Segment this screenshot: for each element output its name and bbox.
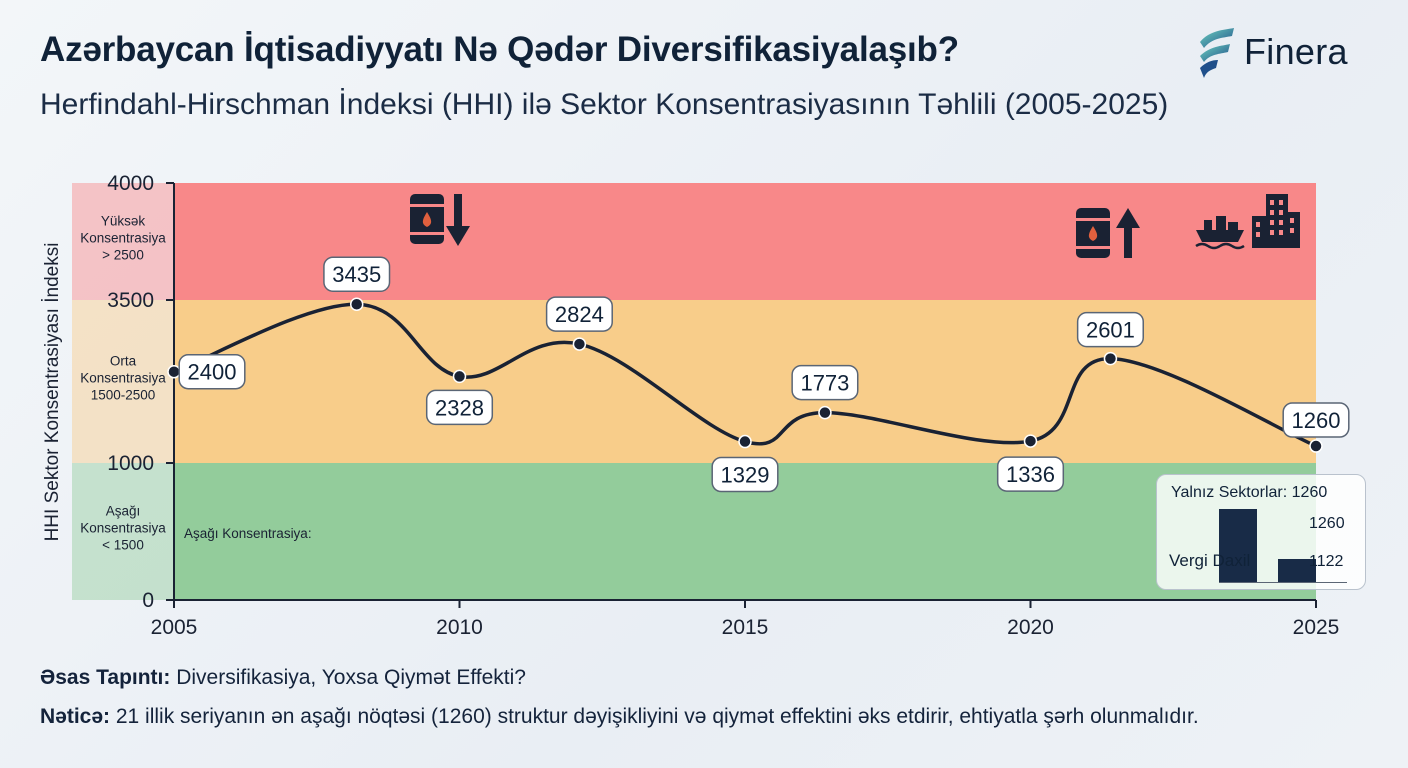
data-label-text-5: 1773 bbox=[800, 371, 849, 396]
data-point-1 bbox=[349, 297, 364, 311]
x-tick-label-2: 2015 bbox=[722, 616, 769, 639]
oil-barrel-down-icon bbox=[410, 194, 470, 246]
band-side-0 bbox=[72, 183, 174, 300]
y-tick-label-1: 1000 bbox=[107, 452, 154, 475]
band-side-1 bbox=[72, 300, 174, 463]
inset-bar-label: Vergi Daxil bbox=[1169, 551, 1251, 570]
band-label-2-0: Aşağı bbox=[106, 504, 141, 519]
key-finding-label: Əsas Tapıntı: bbox=[40, 666, 171, 689]
data-label-3: 2824 bbox=[545, 296, 613, 332]
ship-icon bbox=[1195, 216, 1245, 250]
data-points bbox=[167, 297, 1323, 453]
data-point-7 bbox=[1103, 351, 1118, 366]
data-label-7: 2601 bbox=[1076, 311, 1144, 348]
data-label-box-4 bbox=[711, 456, 779, 493]
data-label-box-1 bbox=[323, 256, 391, 292]
factory-icon bbox=[1252, 194, 1300, 248]
inset-value-1: 1260 bbox=[1309, 515, 1345, 532]
band-label-0-0: Yüksək bbox=[101, 214, 146, 229]
data-point-6 bbox=[1023, 434, 1038, 448]
x-tick-label-1: 2010 bbox=[436, 616, 483, 639]
conclusion-text: 21 illik seriyanın ən aşağı nöqtəsi (126… bbox=[110, 705, 1199, 728]
inner-annotation: Aşağı Konsentrasiya: bbox=[184, 526, 312, 541]
data-point-3 bbox=[572, 337, 587, 351]
data-label-2: 2328 bbox=[425, 389, 494, 426]
data-label-box-3 bbox=[545, 296, 613, 332]
data-label-text-4: 1329 bbox=[721, 463, 770, 488]
band-label-1-2: 1500-2500 bbox=[91, 388, 156, 403]
inset-value-2: 1122 bbox=[1309, 553, 1344, 570]
data-point-4 bbox=[738, 434, 752, 449]
page-title: Azərbaycan İqtisadiyyatı Nə Qədər Divers… bbox=[40, 30, 959, 69]
page-subtitle: Herfindahl-Hirschman İndeksi (HHI) ilə S… bbox=[40, 88, 1169, 121]
data-label-0: 2400 bbox=[178, 353, 246, 390]
concentration-bands: Yüksək Konsentrasiya > 2500 Orta Konsentrasi… bbox=[72, 183, 1316, 600]
conclusion: Nəticə: 21 illik seriyanın ən aşağı nöqt… bbox=[40, 705, 1199, 729]
key-finding: Əsas Tapıntı: Diversifikasiya, Yoxsa Qiy… bbox=[40, 666, 526, 690]
band-label-2-2: < 1500 bbox=[102, 538, 144, 553]
logo: Finera bbox=[1196, 24, 1348, 80]
data-point-0 bbox=[167, 364, 181, 379]
data-label-6: 1336 bbox=[996, 456, 1065, 492]
data-label-8: 1260 bbox=[1282, 402, 1350, 438]
inset-title: Yalnız Sektorlar: 1260 bbox=[1171, 484, 1328, 501]
band-label-0-1: Konsentrasiya bbox=[80, 231, 166, 246]
key-finding-text: Diversifikasiya, Yoxsa Qiymət Effekti? bbox=[170, 666, 526, 689]
y-tick-label-0: 0 bbox=[142, 589, 154, 612]
data-label-box-7 bbox=[1076, 311, 1144, 348]
data-point-8 bbox=[1309, 439, 1323, 453]
band-side-2 bbox=[72, 463, 174, 600]
data-label-text-1: 3435 bbox=[332, 262, 381, 287]
data-label-text-2: 2328 bbox=[435, 395, 484, 420]
y-tick-label-2: 3500 bbox=[107, 289, 154, 312]
inset-baseline bbox=[1219, 582, 1347, 583]
data-labels: 2400 3435 2328 2824 1329 1773 1336 2601 1260 bbox=[178, 256, 1350, 493]
data-label-text-8: 1260 bbox=[1292, 408, 1341, 433]
inset-panel: Yalnız Sektorlar: 1260 Vergi Daxil 1260 … bbox=[1156, 474, 1366, 590]
x-tick-label-4: 2025 bbox=[1293, 616, 1340, 639]
inset-bar-1 bbox=[1219, 509, 1257, 583]
inset-bar-2 bbox=[1278, 559, 1316, 583]
data-label-1: 3435 bbox=[323, 256, 391, 292]
y-axis-title: HHI Sektor Konsentrasiyası İndeksi bbox=[42, 243, 63, 542]
data-point-5 bbox=[818, 405, 832, 420]
chart-icons bbox=[410, 194, 1300, 258]
conclusion-label: Nəticə: bbox=[40, 705, 111, 728]
data-label-text-7: 2601 bbox=[1086, 318, 1135, 343]
x-tick-label-0: 2005 bbox=[151, 616, 198, 639]
band-label-1-0: Orta bbox=[110, 354, 137, 369]
data-label-4: 1329 bbox=[711, 456, 779, 493]
data-label-box-6 bbox=[996, 456, 1065, 492]
data-label-box-5 bbox=[791, 364, 859, 401]
data-point-2 bbox=[452, 369, 467, 384]
data-label-box-0 bbox=[178, 353, 246, 390]
data-label-text-3: 2824 bbox=[555, 302, 604, 327]
logo-text: Finera bbox=[1244, 31, 1348, 72]
finera-logo-icon bbox=[1200, 28, 1234, 78]
data-label-box-8 bbox=[1282, 402, 1350, 438]
y-tick-label-3: 4000 bbox=[107, 172, 154, 195]
x-tick-label-3: 2020 bbox=[1007, 616, 1054, 639]
chart-axes: 0 1000 3500 4000 2005 2010 2015 2020 2025 HHI Sek… bbox=[42, 172, 1339, 639]
band-label-1-1: Konsentrasiya bbox=[80, 371, 166, 386]
data-label-box-2 bbox=[425, 389, 494, 426]
data-label-text-6: 1336 bbox=[1006, 462, 1055, 487]
data-label-text-0: 2400 bbox=[188, 360, 237, 385]
oil-barrel-up-icon bbox=[1076, 208, 1140, 258]
data-label-5: 1773 bbox=[791, 364, 859, 401]
band-label-2-1: Konsentrasiya bbox=[80, 521, 166, 536]
band-label-0-2: > 2500 bbox=[102, 248, 144, 263]
